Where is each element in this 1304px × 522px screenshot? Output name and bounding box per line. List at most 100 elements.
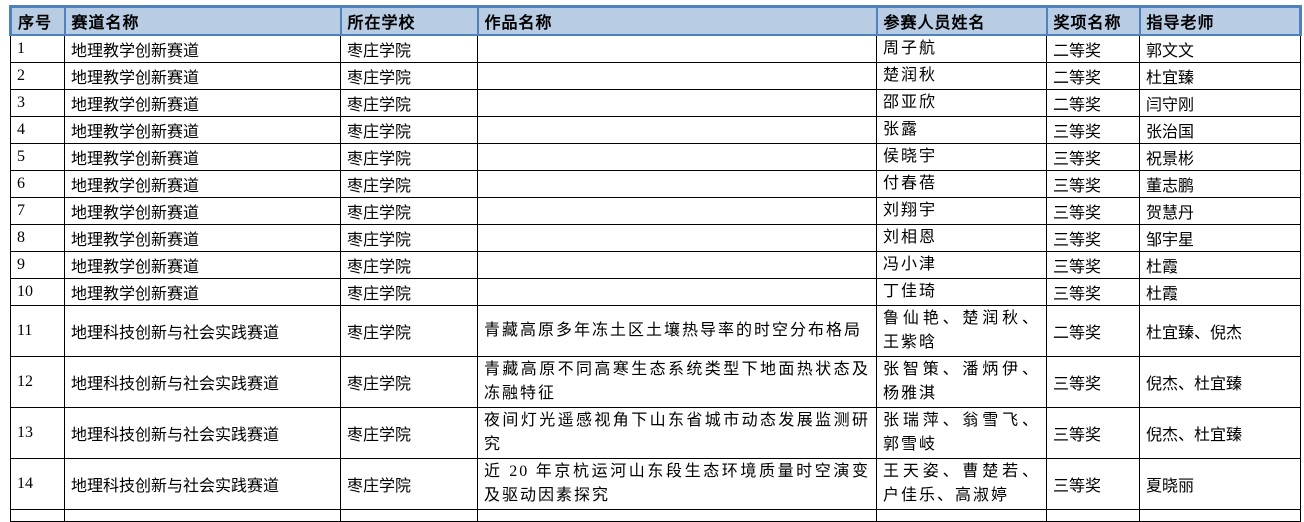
cell-work (477, 251, 877, 279)
cell-teacher: 张治国 (1139, 116, 1301, 144)
cell-award: 二等奖 (1046, 62, 1140, 90)
cell-teacher: 杜宜臻、倪杰 (1139, 305, 1301, 357)
cell-award: 三等奖 (1046, 170, 1140, 198)
cell-index (10, 509, 65, 522)
table-row: 13 地理科技创新与社会实践赛道 枣庄学院 夜间灯光遥感视角下山东省城市动态发展监测研… (10, 407, 1301, 459)
cell-work (477, 197, 877, 225)
col-header-track: 赛道名称 (63, 5, 342, 36)
cell-school: 枣庄学院 (340, 170, 478, 198)
cell-school: 枣庄学院 (340, 197, 478, 225)
cell-index: 10 (10, 278, 65, 306)
table-row: 8 地理教学创新赛道 枣庄学院 刘相恩 三等奖 邹宇星 (10, 224, 1301, 252)
cell-work: 青藏高原不同高寒生态系统类型下地面热状态及冻融特征 (477, 356, 877, 408)
cell-award: 二等奖 (1046, 305, 1140, 357)
table-row: 3 地理教学创新赛道 枣庄学院 邵亚欣 二等奖 闫守刚 (10, 89, 1301, 117)
cell-teacher: 贺慧丹 (1139, 197, 1301, 225)
cell-participants (876, 509, 1047, 522)
col-header-work: 作品名称 (476, 5, 878, 36)
table-row: 14 地理科技创新与社会实践赛道 枣庄学院近 20 年京杭运河山东段生态环境质量时空… (10, 458, 1301, 510)
cell-teacher: 闫守刚 (1139, 89, 1301, 117)
cell-index: 3 (10, 89, 65, 117)
cell-index: 7 (10, 197, 65, 225)
cell-track: 地理教学创新赛道 (64, 251, 341, 279)
cell-award: 三等奖 (1046, 224, 1140, 252)
cell-index: 4 (10, 116, 65, 144)
cell-track: 地理教学创新赛道 (64, 197, 341, 225)
cell-work (477, 509, 877, 522)
cell-index: 14 (10, 458, 65, 510)
cell-index: 6 (10, 170, 65, 198)
cell-teacher: 倪杰、杜宜臻 (1139, 356, 1301, 408)
cell-index: 1 (10, 34, 65, 63)
cell-teacher: 董志鹏 (1139, 170, 1301, 198)
table-row: 6 地理教学创新赛道 枣庄学院 付春蓓 三等奖 董志鹏 (10, 170, 1301, 198)
cell-school: 枣庄学院 (340, 224, 478, 252)
cell-teacher: 祝景彬 (1139, 143, 1301, 171)
cell-school: 枣庄学院 (340, 407, 478, 459)
cell-index: 12 (10, 356, 65, 408)
cell-teacher: 杜霞 (1139, 251, 1301, 279)
cell-school (340, 509, 478, 522)
partial-row (10, 509, 1301, 522)
cell-track: 地理教学创新赛道 (64, 62, 341, 90)
col-header-index: 序号 (9, 5, 66, 36)
cell-award: 三等奖 (1046, 116, 1140, 144)
cell-award: 三等奖 (1046, 143, 1140, 171)
cell-index: 9 (10, 251, 65, 279)
cell-work: 近 20 年京杭运河山东段生态环境质量时空演变及驱动因素探究 (477, 458, 877, 510)
cell-participants: 付春蓓 (876, 170, 1047, 198)
cell-school: 枣庄学院 (340, 143, 478, 171)
cell-school: 枣庄学院 (340, 62, 478, 90)
cell-teacher: 夏晓丽 (1139, 458, 1301, 510)
cell-track: 地理教学创新赛道 (64, 278, 341, 306)
cell-participants: 周子航 (876, 34, 1047, 63)
table-row: 7 地理教学创新赛道 枣庄学院 刘翔宇 三等奖 贺慧丹 (10, 197, 1301, 225)
cell-index: 8 (10, 224, 65, 252)
table-row: 5 地理教学创新赛道 枣庄学院 侯晓宇 三等奖 祝景彬 (10, 143, 1301, 171)
cell-participants: 张智策、潘炳伊、杨雅淇 (876, 356, 1047, 408)
cell-teacher (1139, 509, 1301, 522)
cell-participants: 刘相恩 (876, 224, 1047, 252)
table-row: 4 地理教学创新赛道 枣庄学院 张露 三等奖 张治国 (10, 116, 1301, 144)
table-row: 2 地理教学创新赛道 枣庄学院 楚润秋 二等奖 杜宜臻 (10, 62, 1301, 90)
cell-award (1046, 509, 1140, 522)
cell-work (477, 34, 877, 63)
cell-track: 地理教学创新赛道 (64, 170, 341, 198)
cell-school: 枣庄学院 (340, 251, 478, 279)
cell-work (477, 116, 877, 144)
cell-award: 三等奖 (1046, 458, 1140, 510)
awards-table: 序号 赛道名称 所在学校 作品名称 参赛人员姓名 奖项名称 指导老师 1 地理教学创新赛道 枣庄… (9, 5, 1302, 522)
cell-participants: 鲁仙艳、楚润秋、王紫晗 (876, 305, 1047, 357)
cell-school: 枣庄学院 (340, 89, 478, 117)
cell-work (477, 89, 877, 117)
cell-track: 地理教学创新赛道 (64, 116, 341, 144)
cell-index: 2 (10, 62, 65, 90)
cell-teacher: 杜霞 (1139, 278, 1301, 306)
cell-teacher: 郭文文 (1139, 34, 1301, 63)
cell-award: 三等奖 (1046, 407, 1140, 459)
cell-work (477, 224, 877, 252)
cell-track (64, 509, 341, 522)
cell-award: 三等奖 (1046, 356, 1140, 408)
cell-participants: 侯晓宇 (876, 143, 1047, 171)
cell-index: 13 (10, 407, 65, 459)
cell-teacher: 杜宜臻 (1139, 62, 1301, 90)
cell-teacher: 邹宇星 (1139, 224, 1301, 252)
cell-track: 地理科技创新与社会实践赛道 (64, 458, 341, 510)
cell-school: 枣庄学院 (340, 116, 478, 144)
cell-track: 地理科技创新与社会实践赛道 (64, 356, 341, 408)
cell-participants: 张露 (876, 116, 1047, 144)
cell-work: 青藏高原多年冻土区土壤热导率的时空分布格局 (477, 305, 877, 357)
col-header-participants: 参赛人员姓名 (875, 5, 1048, 36)
cell-work (477, 62, 877, 90)
cell-school: 枣庄学院 (340, 356, 478, 408)
cell-work (477, 170, 877, 198)
table-body: 1 地理教学创新赛道 枣庄学院 周子航 二等奖 郭文文 2 地理教学创新赛道 枣庄学院 楚润秋 二等… (10, 34, 1301, 522)
cell-participants: 刘翔宇 (876, 197, 1047, 225)
table-row: 9 地理教学创新赛道 枣庄学院 冯小津 三等奖 杜霞 (10, 251, 1301, 279)
table-row: 11 地理科技创新与社会实践赛道 枣庄学院 青藏高原多年冻土区土壤热导率的时空分布格局… (10, 305, 1301, 357)
cell-track: 地理教学创新赛道 (64, 89, 341, 117)
cell-participants: 冯小津 (876, 251, 1047, 279)
cell-index: 11 (10, 305, 65, 357)
